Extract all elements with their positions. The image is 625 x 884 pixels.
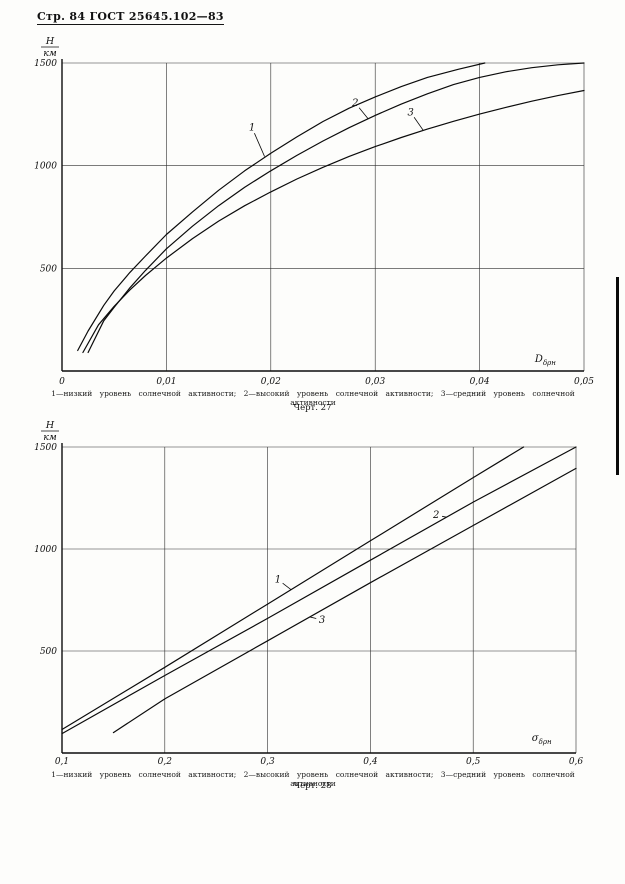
series-2-leader [358, 107, 369, 119]
y-tick-label: 500 [40, 647, 57, 657]
series-1-leader [254, 133, 265, 157]
y-tick-label: 500 [40, 264, 57, 274]
series-2-curve [61, 446, 577, 735]
page-header: Стр. 84 ГОСТ 25645.102—83 [37, 10, 224, 25]
figure-27-caption: 1—низкий уровень солнечной активности; 2… [51, 389, 575, 407]
chart-28: 500 1000 1500 0,1 0,2 0,3 0,4 0,5 0,6 1 2 3 σδρн Нкм [34, 420, 584, 767]
figure-28-caption: 1—низкий уровень солнечной активности; 2… [51, 770, 575, 788]
x-tick-label: 0,04 [470, 377, 490, 387]
y-axis-unit-numerator: Н [45, 420, 55, 431]
x-tick-label: 0,03 [365, 377, 385, 387]
x-axis-symbol: σδρн [532, 733, 552, 746]
series-2-leader [441, 515, 447, 518]
y-axis-unit-numerator: Н [45, 36, 55, 47]
chart-27: 500 1000 1500 0 0,01 0,02 0,03 0,04 0,05 1 2 3 Dδρн Н… [34, 36, 594, 387]
series-3-curve [112, 467, 577, 734]
series-1-curve [61, 446, 525, 731]
series-3-leader [413, 116, 424, 131]
series-3-label: 3 [408, 107, 414, 118]
figure-28-label: Черт. 28 [293, 781, 332, 791]
x-axis-symbol: Dδρн [534, 354, 556, 367]
figure-27-label: Черт. 27 [293, 403, 332, 413]
y-axis-unit-denominator: км [43, 48, 57, 59]
y-tick-label: 1000 [34, 162, 57, 172]
series-1-leader [282, 582, 292, 591]
x-tick-label: 0,2 [158, 757, 173, 767]
series-1-label: 1 [249, 123, 255, 134]
y-tick-label: 1000 [34, 545, 57, 555]
y-axis-unit-denominator: км [43, 432, 57, 443]
series-2-label: 2 [432, 510, 439, 521]
series-1-curve [77, 62, 486, 352]
x-tick-label: 0,05 [574, 377, 594, 387]
x-tick-label: 0,6 [569, 757, 584, 767]
series-2-label: 2 [351, 98, 358, 109]
y-tick-label: 1500 [34, 443, 57, 453]
x-tick-label: 0,01 [156, 377, 176, 387]
y-tick-label: 1500 [34, 59, 57, 69]
x-tick-label: 0 [59, 377, 65, 387]
x-tick-label: 0,3 [260, 757, 275, 767]
x-tick-label: 0,4 [363, 757, 378, 767]
x-tick-label: 0,1 [55, 757, 69, 767]
series-3-leader [309, 616, 317, 619]
x-tick-label: 0,5 [466, 757, 481, 767]
scan-artifact-line [616, 277, 619, 475]
series-1-label: 1 [275, 575, 281, 586]
series-3-label: 3 [319, 615, 325, 626]
x-tick-label: 0,02 [261, 377, 281, 387]
series-3-curve [82, 89, 585, 354]
series-2-curve [87, 62, 585, 354]
